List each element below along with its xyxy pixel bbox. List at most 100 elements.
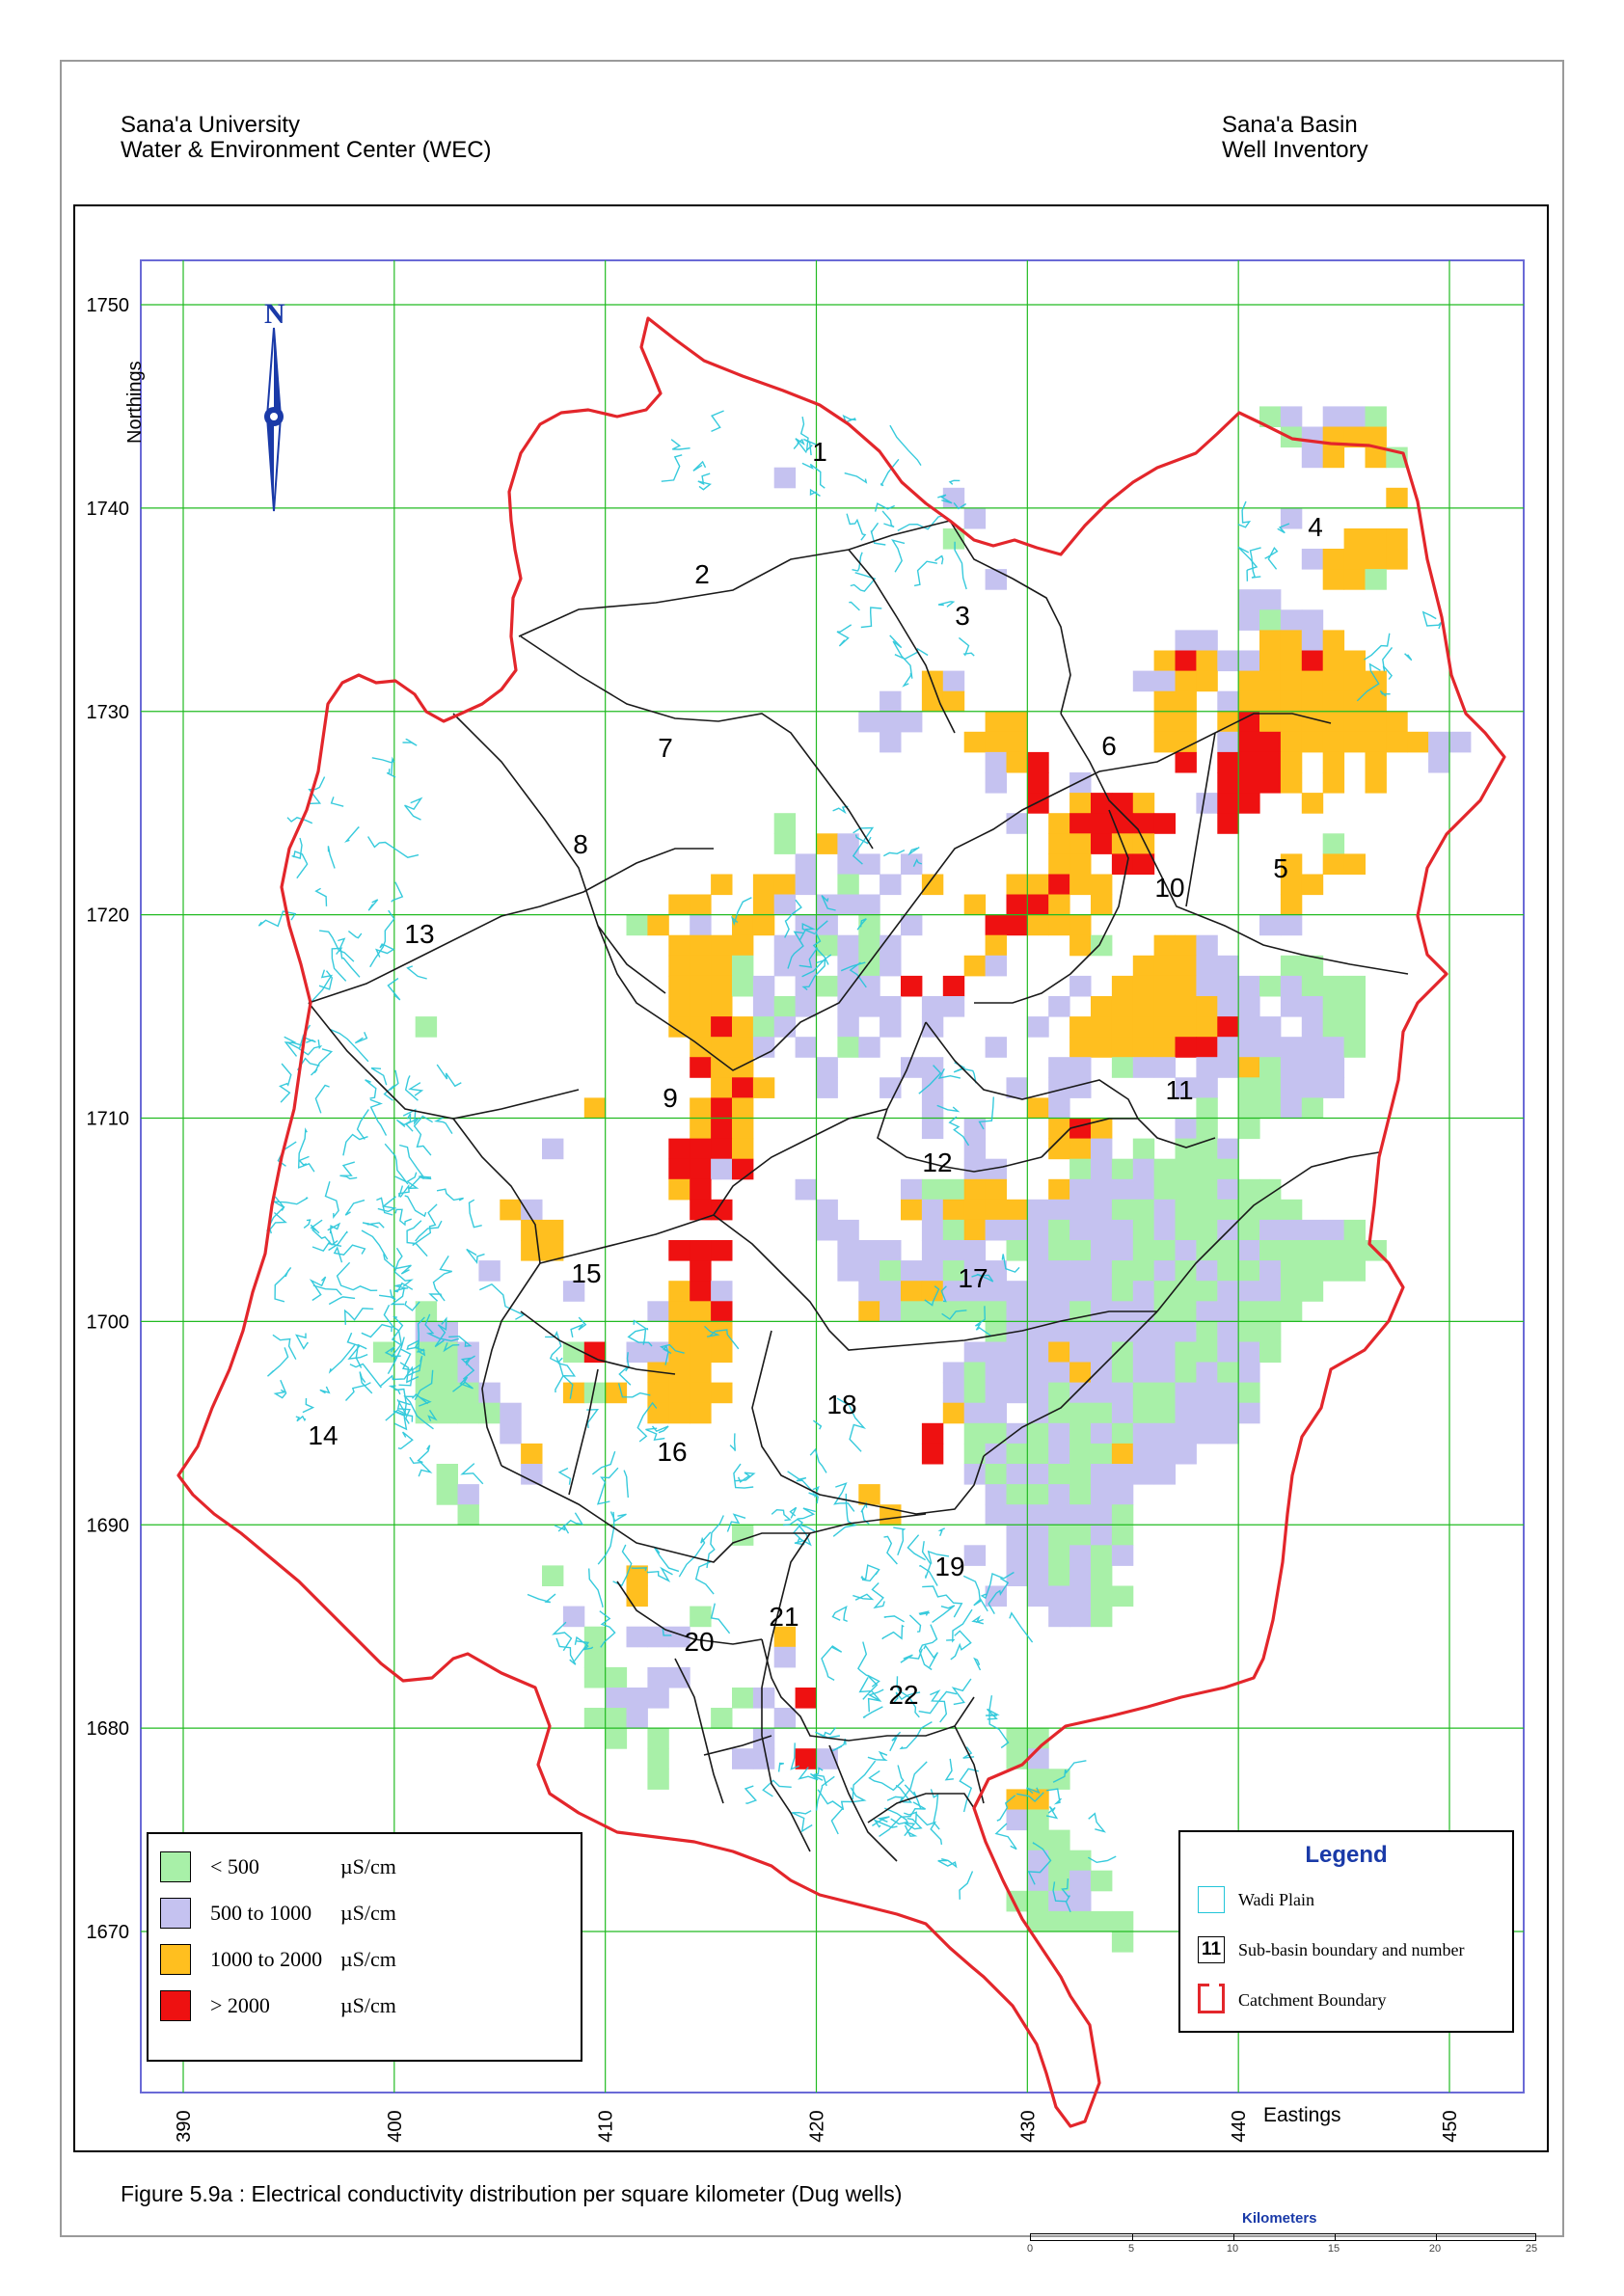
wadi-stream [801,954,832,978]
catchment-boundary [176,316,1506,2128]
wadi-stream [319,1386,331,1394]
conductivity-cell [1027,1565,1049,1586]
wadi-stream [406,965,427,980]
conductivity-cell [1048,1260,1070,1282]
conductivity-cell [1091,1138,1113,1160]
wadi-stream [1052,1760,1087,1783]
conductivity-cell [415,1301,438,1322]
conductivity-cell [963,731,987,753]
wadi-stream [297,1127,315,1173]
conductivity-cell [1386,731,1408,753]
wadi-stream [527,1593,556,1604]
wadi-stream [390,1287,409,1306]
wadi-stream [554,1524,570,1534]
sub-basin-boundary-line [848,549,956,734]
wadi-stream [918,1690,958,1715]
wadi-stream [854,834,872,845]
conductivity-cell [690,1402,712,1424]
conductivity-cell [880,1016,902,1038]
conductivity-cell [605,1728,628,1749]
conductivity-cell [1365,569,1387,590]
conductivity-cell [901,1281,923,1302]
conductivity-cell [1069,1382,1092,1404]
conductivity-cell [1301,975,1324,997]
wadi-stream [874,502,895,512]
conductivity-cell [415,1321,438,1342]
conductivity-cell [1006,1565,1028,1586]
conductivity-cell [901,1301,923,1322]
conductivity-cell [500,1199,522,1221]
conductivity-cell [1027,1728,1049,1749]
conductivity-cell [1301,955,1324,977]
wadi-stream [729,1433,736,1451]
wadi-stream [893,1691,921,1703]
conductivity-cell [1091,1464,1113,1485]
conductivity-cell [752,1748,775,1769]
conductivity-cell [963,507,987,529]
conductivity-cell [711,1037,733,1058]
wadi-stream [1027,1842,1052,1885]
conductivity-cell [1259,1199,1282,1221]
conductivity-cell [837,934,859,957]
wadi-stream [951,1678,972,1706]
wadi-stream [730,897,752,927]
conductivity-cell [816,914,838,936]
conductivity-cell [1217,1016,1239,1038]
wadi-stream [918,1065,942,1094]
conductivity-cell [690,1158,712,1180]
wadi-stream [937,494,953,504]
wadi-stream [661,454,683,482]
wadi-stream [314,887,328,906]
conductivity-cell [985,1362,1007,1384]
wadi-stream [908,1614,922,1633]
conductivity-cell [732,914,754,936]
conductivity-cell [1091,1585,1113,1607]
conductivity-cell [1238,975,1260,997]
wadi-stream [861,1569,880,1582]
conductivity-cell [1217,955,1239,977]
conductivity-cell [668,1016,690,1038]
wadi-stream [407,1175,432,1190]
wadi-stream [415,1220,443,1242]
wadi-stream [406,1220,428,1257]
conductivity-cell [1091,1565,1113,1586]
wadi-stream [980,1571,1015,1600]
conductivity-cell [711,1016,733,1038]
wadi-stream [791,1810,813,1833]
conductivity-cell [1132,1178,1155,1201]
conductivity-cell [690,1057,712,1078]
conductivity-cell [1449,731,1472,753]
wadi-stream [403,1395,434,1430]
conductivity-cell [752,1016,775,1038]
wadi-stream [873,1819,898,1828]
conductivity-cell [521,1464,543,1485]
conductivity-cell [837,1037,859,1058]
conductivity-cell [1343,670,1366,692]
wadi-stream [899,1720,933,1750]
conductivity-cell [1069,1910,1092,1932]
conductivity-cell [773,955,797,977]
conductivity-cell [773,1016,797,1038]
conductivity-cell [1069,772,1092,794]
sub-basin-number: 11 [1165,1075,1193,1105]
wadi-stream [870,522,886,546]
sub-basin-boundary-line [520,1310,676,1375]
conductivity-cell [1280,507,1303,529]
conductivity-cell [1343,569,1366,590]
conductivity-cell [963,1422,987,1445]
conductivity-cell [711,1057,733,1078]
wadi-stream [946,1608,973,1643]
conductivity-cell [1091,1362,1113,1384]
conductivity-cell [985,1037,1007,1058]
conductivity-cell [1048,1525,1070,1546]
northing-tick-label: 1730 [87,702,130,723]
conductivity-cell [668,955,690,977]
wadi-stream [434,1316,447,1348]
conductivity-cell [1238,1402,1260,1424]
conductivity-range: > 2000 [210,1993,270,2017]
wadi-stream [821,1645,843,1682]
conductivity-cell [1069,1219,1092,1241]
wadi-stream [375,943,395,958]
sub-basin-number: 10 [1154,873,1184,903]
